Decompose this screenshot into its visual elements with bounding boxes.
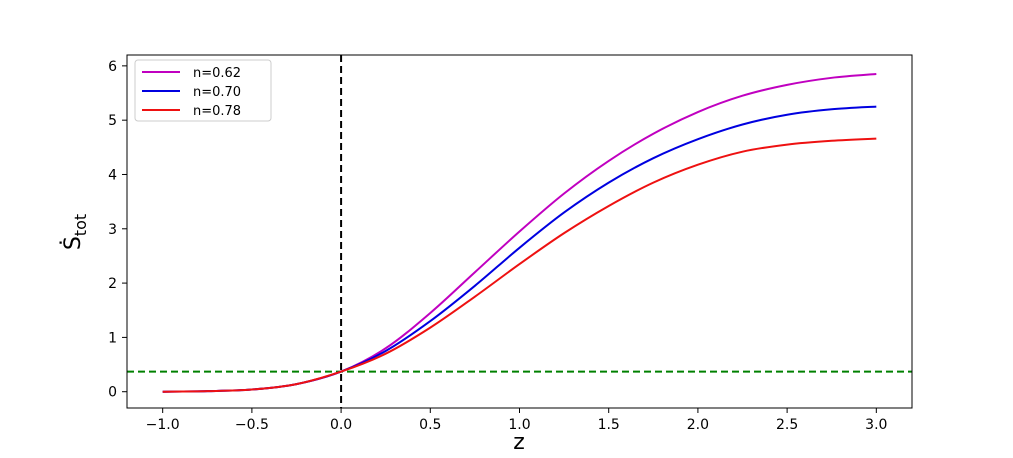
y-axis-label: Ṡtot — [60, 214, 90, 250]
y-tick-label: 0 — [108, 385, 117, 401]
legend-label: n=0.78 — [193, 104, 241, 119]
legend-label: n=0.62 — [193, 66, 241, 81]
x-tick-label: 0.0 — [330, 417, 352, 433]
series-line-n=0.78 — [162, 137, 877, 393]
x-tick-label: −1.0 — [146, 417, 180, 433]
series-line-n=0.70 — [162, 105, 877, 393]
x-tick-label: 3.0 — [865, 417, 887, 433]
legend-label: n=0.70 — [193, 85, 241, 100]
x-tick-label: 2.0 — [687, 417, 709, 433]
x-tick-label: −0.5 — [235, 417, 269, 433]
series-line-n=0.62 — [162, 73, 877, 393]
y-axis-label-main: Ṡ — [60, 236, 86, 250]
y-tick-label: 1 — [108, 330, 117, 346]
y-axis-label-subscript: tot — [71, 214, 90, 236]
x-axis-label: z — [513, 430, 525, 455]
y-tick-label: 3 — [108, 222, 117, 238]
legend: n=0.62 n=0.70 n=0.78 — [134, 59, 272, 122]
legend-box — [134, 59, 272, 122]
x-tick-label: 2.5 — [776, 417, 798, 433]
x-tick-label: 0.5 — [419, 417, 441, 433]
y-tick-label: 6 — [108, 59, 117, 75]
y-tick-label: 5 — [108, 113, 117, 129]
x-tick-label: 1.0 — [508, 417, 530, 433]
x-tick-label: 1.5 — [598, 417, 620, 433]
y-tick-label: 4 — [108, 167, 117, 183]
y-tick-label: 2 — [108, 276, 117, 292]
